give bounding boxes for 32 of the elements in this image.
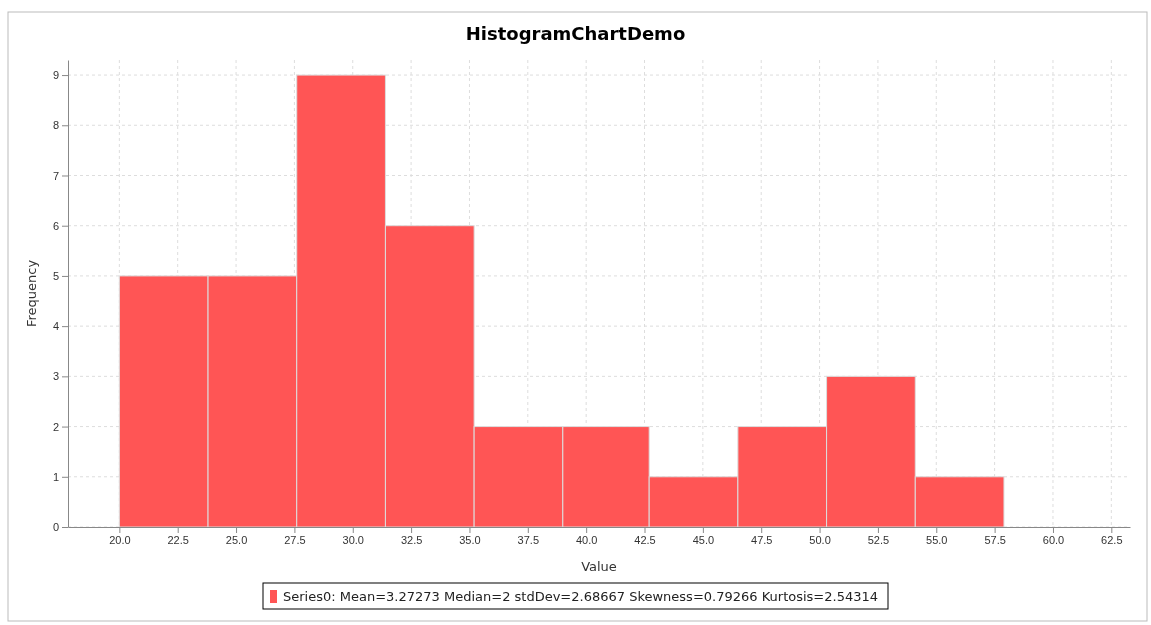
x-tick-label: 42.5	[634, 533, 656, 546]
x-tick-label: 62.5	[1101, 533, 1123, 546]
x-tick-label: 60.0	[1042, 533, 1065, 546]
x-tick-label: 40.0	[575, 533, 598, 546]
x-tick-label: 22.5	[167, 533, 189, 546]
x-tick-label: 47.5	[751, 533, 773, 546]
y-tick-label: 8	[52, 119, 59, 132]
y-tick-label: 0	[52, 521, 59, 534]
x-tick-label: 35.0	[459, 533, 481, 546]
legend-label: Series0: Mean=3.27273 Median=2 stdDev=2.68667 Skewness=0.79266 Kurtosis=2.54314	[283, 589, 878, 604]
y-tick-label: 4	[52, 320, 59, 333]
y-tick-label: 2	[52, 420, 59, 433]
x-tick-label: 45.0	[692, 533, 715, 546]
y-tick-label: 9	[52, 69, 59, 82]
x-tick-label: 50.0	[809, 533, 831, 546]
x-axis-title: Value	[581, 559, 617, 574]
x-tick-label: 25.0	[225, 533, 248, 546]
x-tick-label: 20.0	[109, 533, 131, 546]
x-tick-label: 52.5	[867, 533, 890, 546]
x-tick-label: 55.0	[926, 533, 948, 546]
x-tick-label: 57.5	[984, 533, 1006, 546]
y-tick-label: 5	[52, 269, 59, 282]
x-tick-label: 37.5	[517, 533, 540, 546]
chart-title: HistogramChartDemo	[465, 23, 686, 44]
y-tick-label: 1	[52, 470, 59, 483]
x-tick-label: 32.5	[400, 533, 423, 546]
x-tick-label: 30.0	[342, 533, 364, 546]
y-tick-label: 3	[52, 370, 59, 383]
x-tick-label: 27.5	[284, 533, 306, 546]
y-tick-label: 6	[52, 219, 59, 232]
y-tick-label: 7	[52, 169, 59, 182]
y-axis-title: Frequency	[24, 259, 39, 328]
